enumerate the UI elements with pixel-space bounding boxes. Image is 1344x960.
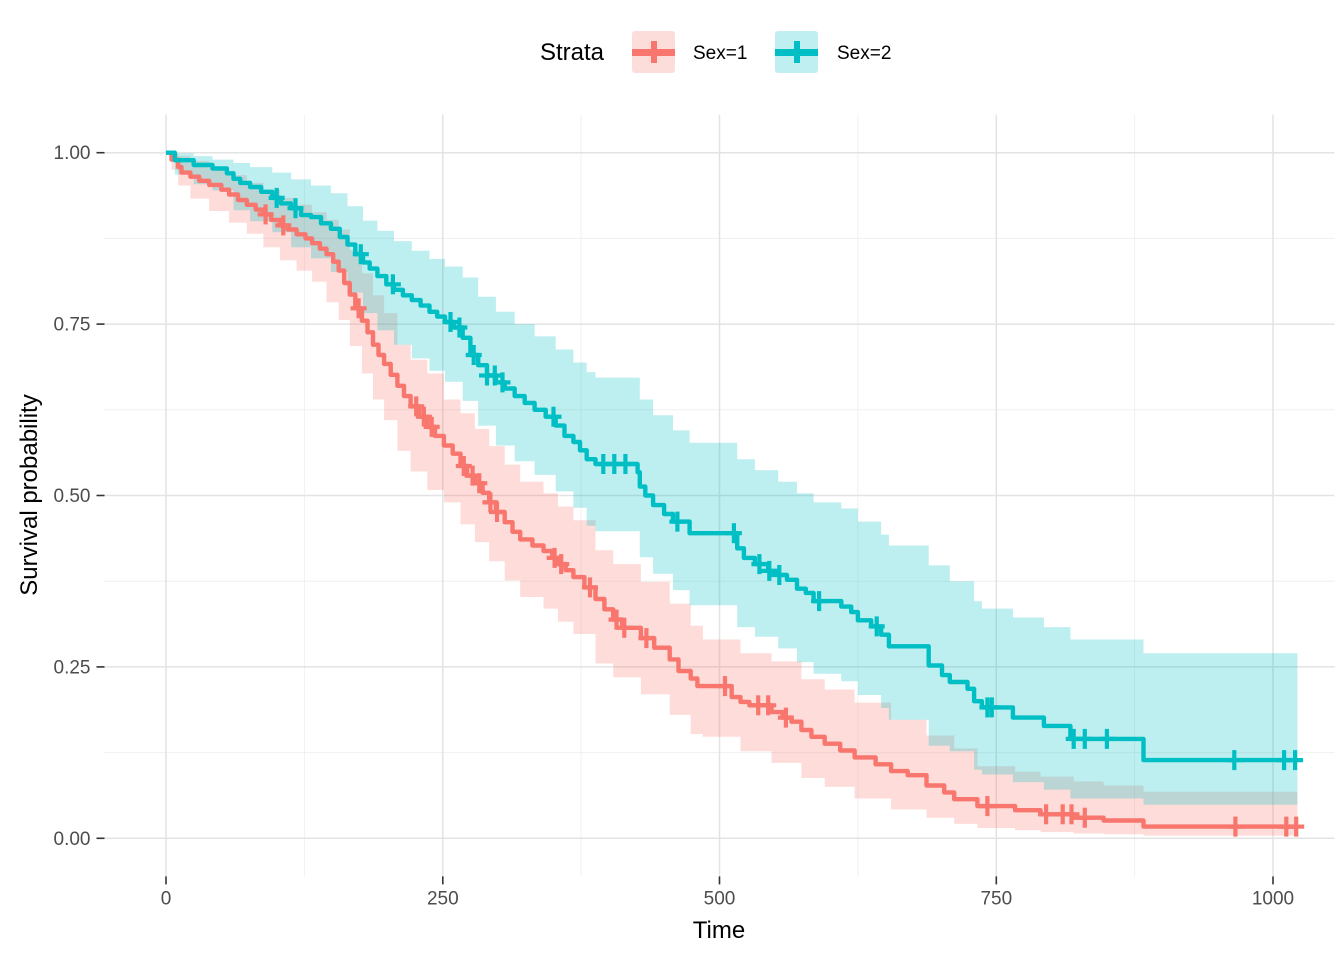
- y-tick-label: 0.75: [54, 315, 91, 336]
- y-tick-label: 0.00: [54, 829, 91, 850]
- legend-key-sex1-icon: [632, 31, 675, 73]
- legend-title: Strata: [540, 39, 605, 66]
- y-tick-label: 0.25: [54, 657, 91, 678]
- x-tick-label: 500: [704, 888, 736, 909]
- legend-label-sex2: Sex=2: [837, 43, 892, 64]
- x-tick-label: 1000: [1252, 888, 1294, 909]
- x-tick-label: 750: [980, 888, 1012, 909]
- y-axis-title: Survival probability: [16, 394, 43, 596]
- x-axis-title: Time: [692, 917, 746, 944]
- legend-key-censor-plus: [651, 41, 657, 63]
- y-tick-label: 1.00: [54, 143, 91, 164]
- survival-curve-sex2: [166, 150, 1298, 763]
- legend-key-sex2-icon: [775, 31, 818, 73]
- y-tick-label: 0.50: [54, 486, 91, 507]
- legend-key-censor-plus: [794, 41, 800, 63]
- x-tick-label: 0: [161, 888, 172, 909]
- x-tick-label: 250: [427, 888, 459, 909]
- legend-label-sex1: Sex=1: [693, 43, 748, 64]
